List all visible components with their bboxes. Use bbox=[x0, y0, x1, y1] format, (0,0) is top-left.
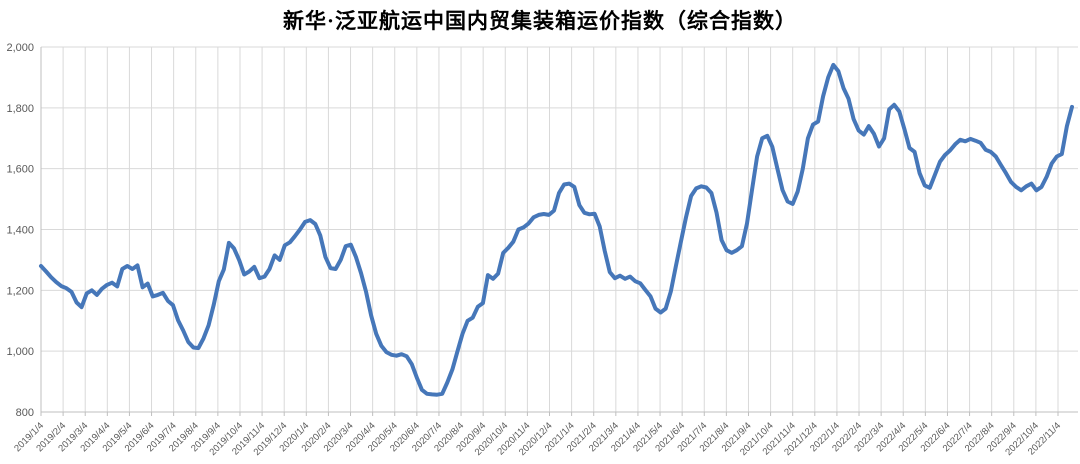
y-axis-label: 1,600 bbox=[6, 164, 34, 176]
y-axis-label: 2,000 bbox=[6, 42, 34, 54]
y-axis-label: 1,200 bbox=[6, 285, 34, 297]
y-axis-label: 1,400 bbox=[6, 225, 34, 237]
chart-title: 新华·泛亚航运中国内贸集装箱运价指数（综合指数） bbox=[282, 9, 797, 33]
axis-labels: 2019/1/42019/2/42019/3/42019/4/42019/5/4… bbox=[6, 42, 1063, 458]
freight-index-line bbox=[39, 62, 1074, 397]
y-axis-label: 1,800 bbox=[6, 103, 34, 115]
gridlines bbox=[40, 46, 1078, 416]
y-axis-label: 1,000 bbox=[6, 346, 34, 358]
y-axis-label: 800 bbox=[16, 407, 34, 419]
